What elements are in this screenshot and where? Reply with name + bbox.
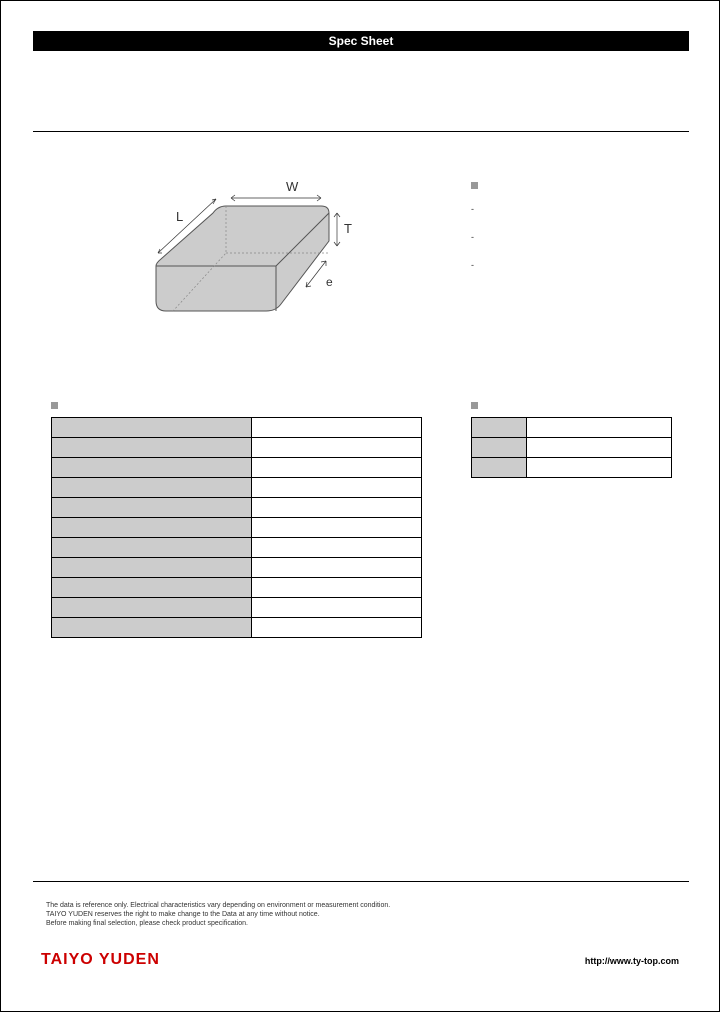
- spec-table: [51, 417, 422, 638]
- bullet-3: -: [471, 260, 478, 270]
- table-row: [52, 598, 422, 618]
- bullet-2: -: [471, 232, 478, 242]
- table-row: [472, 458, 672, 478]
- table-row: [52, 458, 422, 478]
- dim-T: T: [344, 221, 352, 236]
- table-row: [52, 498, 422, 518]
- taiyo-yuden-logo: TAIYO YUDEN: [41, 951, 160, 969]
- table-row: [52, 558, 422, 578]
- dim-L: L: [176, 209, 183, 224]
- table-row: [52, 538, 422, 558]
- footer-divider: [33, 881, 689, 882]
- bullet-1: -: [471, 204, 478, 214]
- table-row: [52, 518, 422, 538]
- top-divider: [33, 131, 689, 132]
- table-row: [52, 578, 422, 598]
- section-marker-icon: [51, 402, 58, 409]
- table-row: [472, 418, 672, 438]
- table-row: [52, 478, 422, 498]
- disclaimer-text: The data is reference only. Electrical c…: [46, 901, 390, 928]
- package-table: [471, 417, 672, 478]
- section-marker-icon: [471, 182, 478, 189]
- table-row: [52, 418, 422, 438]
- company-url: http://www.ty-top.com: [585, 956, 679, 966]
- spec-table-section: [51, 401, 422, 638]
- dim-e: e: [326, 275, 333, 289]
- component-diagram: L W T e: [131, 171, 371, 341]
- table-row: [472, 438, 672, 458]
- table-row: [52, 618, 422, 638]
- dim-W: W: [286, 179, 299, 194]
- section-marker-icon: [471, 402, 478, 409]
- spec-sheet-header: Spec Sheet: [33, 31, 689, 51]
- package-table-section: [471, 401, 672, 478]
- table-row: [52, 438, 422, 458]
- right-info-section: - - -: [471, 181, 478, 288]
